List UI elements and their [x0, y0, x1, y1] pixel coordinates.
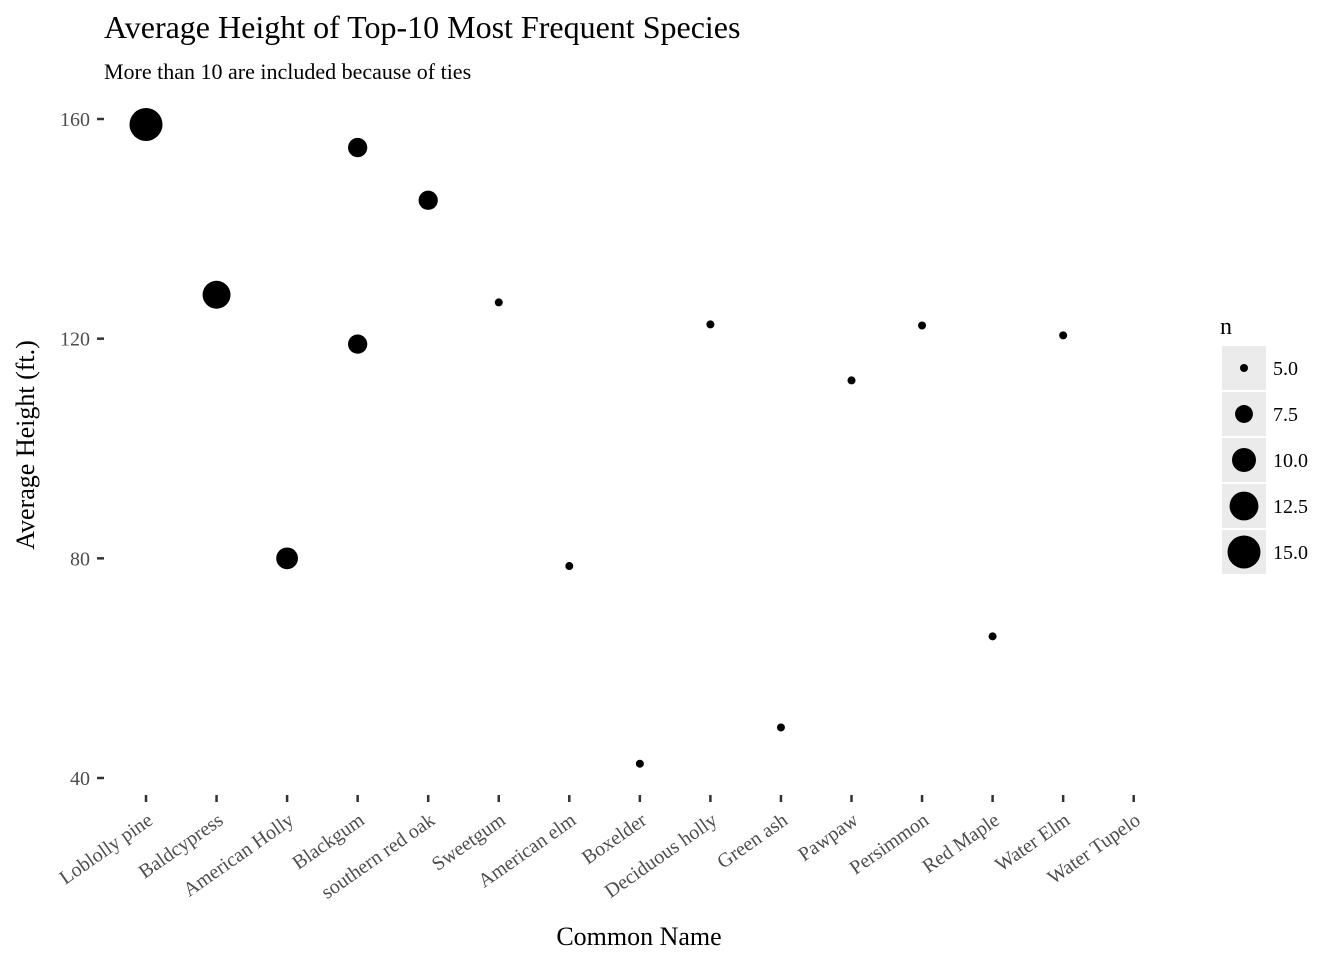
y-tick-label: 40 — [70, 768, 90, 790]
chart-title: Average Height of Top-10 Most Frequent S… — [104, 9, 740, 45]
data-point — [988, 632, 997, 641]
data-point — [276, 547, 298, 570]
data-point — [918, 321, 927, 330]
y-tick-label: 120 — [60, 329, 90, 351]
legend-point — [1227, 535, 1261, 569]
data-point — [1059, 331, 1068, 340]
data-point — [494, 298, 503, 307]
data-point — [348, 137, 368, 158]
legend-label: 5.0 — [1273, 358, 1298, 380]
y-tick-label: 160 — [60, 109, 90, 131]
data-point — [847, 376, 856, 385]
data-point — [418, 190, 438, 210]
legend-point — [1229, 491, 1259, 521]
size-legend: n 5.0 7.5 10.0 12.5 15.0 — [1220, 314, 1308, 574]
data-point — [348, 334, 368, 354]
legend-point — [1231, 447, 1257, 473]
data-point — [706, 320, 715, 329]
x-axis-title: Common Name — [556, 922, 721, 951]
chart-subtitle: More than 10 are included because of tie… — [104, 59, 471, 84]
x-tick-label: Loblolly pine — [56, 809, 157, 889]
x-tick-label: Persimmon — [846, 809, 933, 879]
legend-label: 15.0 — [1273, 542, 1308, 564]
data-point — [202, 280, 231, 309]
legend-label: 10.0 — [1273, 450, 1308, 472]
y-axis: 40 80 120 160 — [60, 109, 104, 790]
legend-title: n — [1220, 314, 1232, 340]
legend-point — [1235, 405, 1253, 423]
y-tick-label: 80 — [70, 548, 90, 570]
legend-point — [1240, 364, 1248, 372]
data-point — [635, 759, 644, 768]
y-axis-title: Average Height (ft.) — [11, 340, 40, 550]
x-tick-label: Red Maple — [919, 809, 1004, 878]
data-point — [776, 723, 785, 732]
legend-label: 12.5 — [1273, 496, 1308, 518]
legend-label: 7.5 — [1273, 404, 1298, 426]
x-tick-label: Green ash — [713, 809, 792, 873]
data-point — [129, 107, 163, 141]
data-points — [129, 107, 1068, 768]
data-point — [565, 562, 574, 571]
